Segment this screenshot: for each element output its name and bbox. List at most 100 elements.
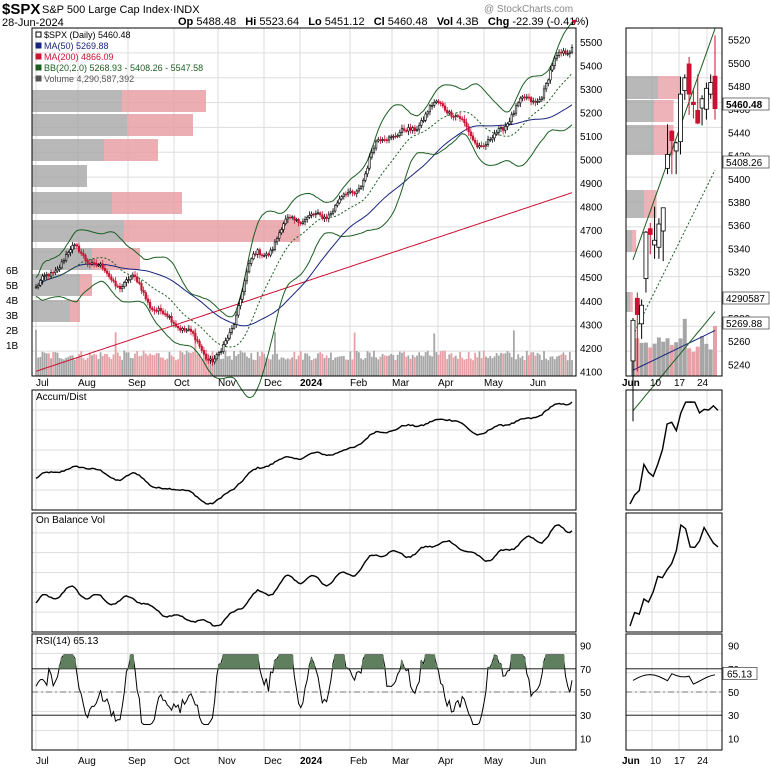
- volume-bar: [39, 357, 42, 376]
- volume-bar: [390, 353, 393, 376]
- candle-body: [409, 127, 412, 131]
- candle-body: [396, 135, 399, 137]
- volume-bar: [491, 358, 494, 376]
- low-value: 5451.12: [324, 16, 365, 28]
- zoom-vbp-up: [626, 190, 644, 218]
- candle-body: [359, 186, 363, 189]
- zoom-vbp-down: [632, 230, 637, 252]
- volume-bar: [366, 351, 369, 376]
- volume-bar: [411, 354, 414, 376]
- candle-body: [327, 214, 330, 219]
- zoom-volume-bar: [682, 318, 687, 376]
- volume-bar: [474, 352, 477, 376]
- volume-bar: [377, 359, 380, 376]
- accum-dist-panel: [31, 389, 577, 511]
- zoom-volume-bar: [700, 335, 705, 376]
- chg-label: Chg: [487, 16, 510, 28]
- volume-bar: [510, 357, 513, 376]
- volume-bar: [525, 350, 528, 376]
- zoom-obv-line: [629, 523, 719, 627]
- ohlc-row: Op 5488.48 Hi 5523.64 Lo 5451.12 Cl 5460…: [178, 16, 589, 28]
- x-axis-label: Oct: [174, 756, 190, 767]
- volume-bar: [235, 355, 238, 376]
- candle-body: [301, 221, 305, 224]
- candle-body: [336, 202, 339, 206]
- volume-bar: [269, 359, 272, 376]
- zoom-x-label: 24: [697, 756, 709, 767]
- candle-body: [370, 152, 373, 158]
- zoom-candle-body: [682, 77, 688, 92]
- legend-swatch: [35, 64, 42, 71]
- zoom-x-label: 10: [650, 378, 662, 389]
- volume-bar: [439, 351, 442, 376]
- candle-body: [443, 105, 447, 111]
- volume-bar: [93, 353, 96, 376]
- price-axis-label: 4700: [580, 226, 603, 237]
- candle-body: [428, 105, 432, 113]
- vbp-up-bar: [32, 192, 112, 214]
- accum-dist-line: [35, 401, 573, 505]
- volume-bar: [280, 357, 283, 376]
- open-label: Op: [178, 16, 194, 28]
- candle-body: [140, 283, 143, 291]
- candle-body: [271, 249, 274, 251]
- volume-bar: [299, 351, 302, 376]
- x-axis-label: 2024: [300, 378, 323, 389]
- zoom-price-label: 5500: [728, 59, 751, 70]
- volume-bar: [226, 356, 229, 376]
- candle-body: [433, 102, 436, 106]
- zoom-price-label: 5460: [728, 105, 751, 116]
- zoom-volume-bar: [691, 351, 696, 376]
- candle-body: [168, 316, 171, 318]
- obv-panel: [31, 512, 577, 633]
- candle-body: [323, 216, 326, 219]
- volume-bar: [52, 352, 55, 376]
- volume-bar: [127, 352, 130, 376]
- zoom-rsi-axis-label: 50: [728, 688, 740, 699]
- candle-body: [159, 308, 162, 312]
- zoom-price-panel: [625, 27, 723, 377]
- volume-bar: [134, 353, 136, 376]
- x-axis-label: Feb: [350, 756, 368, 767]
- zoom-price-label: 5320: [728, 268, 751, 279]
- volume-bar: [362, 359, 365, 376]
- volume-bar: [433, 333, 436, 376]
- candle-body: [390, 136, 393, 139]
- candle-body: [549, 69, 552, 81]
- volume-bar: [469, 358, 472, 376]
- volume-bar: [43, 352, 46, 376]
- volume-bar: [71, 355, 74, 376]
- x-axis-label: May: [484, 756, 503, 767]
- volume-bar: [351, 359, 354, 376]
- volume-bar: [138, 356, 141, 376]
- candle-body: [502, 127, 505, 131]
- candle-body: [458, 116, 462, 119]
- candle-body: [202, 350, 206, 355]
- volume-bar: [54, 352, 57, 376]
- chg-down-arrow-icon: ▼: [570, 17, 579, 27]
- volume-bar: [545, 358, 548, 376]
- zoom-volume-bar: [661, 341, 666, 376]
- volume-bar: [332, 360, 334, 376]
- volume-bar: [435, 352, 438, 376]
- candle-body: [131, 274, 134, 278]
- volume-bar: [312, 358, 315, 376]
- volume-bar: [168, 351, 171, 376]
- x-axis-label: Apr: [438, 378, 454, 389]
- zoom-volume-bar: [656, 337, 661, 376]
- candle-body: [418, 125, 421, 130]
- candle-body: [538, 99, 541, 102]
- candle-body: [400, 128, 404, 133]
- zoom-accum-dist-panel: [625, 389, 723, 511]
- volume-bar: [140, 355, 143, 376]
- volume-bar: [209, 355, 212, 376]
- candle-body: [331, 210, 335, 214]
- volume-bar: [60, 358, 63, 376]
- volume-bar: [172, 357, 175, 376]
- candle-body: [562, 50, 565, 54]
- volume-bar: [530, 352, 533, 376]
- volume-bar: [170, 355, 173, 376]
- volume-bar: [547, 360, 550, 376]
- volume-bar: [256, 351, 259, 376]
